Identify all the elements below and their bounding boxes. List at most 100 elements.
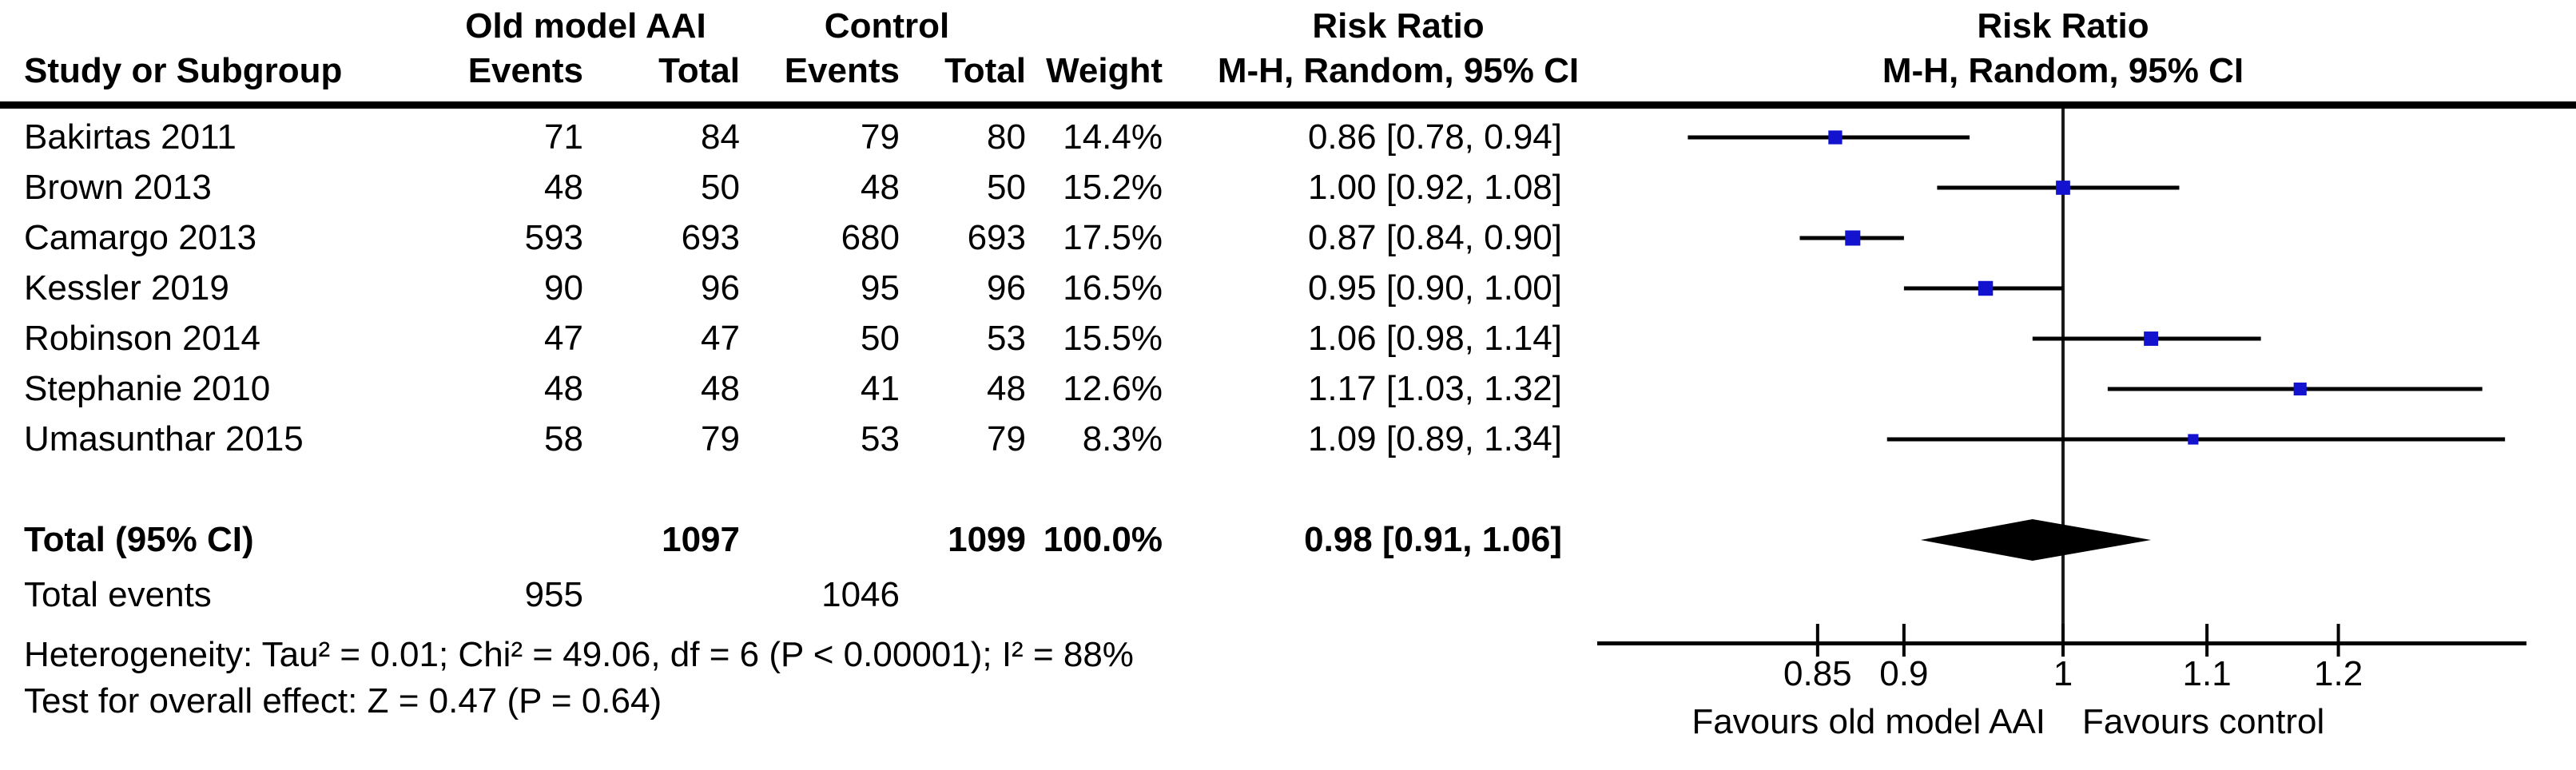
- total-experimental-column-header: Total: [658, 51, 740, 90]
- risk-ratio-text: 1.06 [0.98, 1.14]: [1307, 319, 1562, 358]
- total-control: 79: [987, 419, 1026, 458]
- risk-ratio-text: 1.09 [0.89, 1.34]: [1307, 419, 1562, 458]
- total-control: 53: [987, 319, 1026, 358]
- total-label: Total (95% CI): [24, 520, 254, 559]
- axis-tick: [2061, 624, 2065, 657]
- events-experimental: 90: [544, 268, 583, 308]
- weight: 17.5%: [1063, 218, 1163, 257]
- total-control-column-header: Total: [944, 51, 1026, 90]
- study-name: Umasunthar 2015: [24, 419, 304, 458]
- total-events-control: 1046: [821, 575, 900, 614]
- events-experimental: 593: [524, 218, 583, 257]
- axis-tick: [1815, 624, 1819, 657]
- total-experimental: 693: [681, 218, 740, 257]
- control-group-header: Control: [824, 6, 950, 46]
- total-weight: 100.0%: [1043, 520, 1163, 559]
- header-rule: [0, 101, 2576, 109]
- events-control: 53: [861, 419, 900, 458]
- group-header-row: Old model AAI Control Risk Ratio Risk Ra…: [0, 6, 2576, 46]
- total-risk-ratio-text: 0.98 [0.91, 1.06]: [1304, 520, 1562, 559]
- total-experimental-n: 1097: [662, 520, 740, 559]
- events-control: 50: [861, 319, 900, 358]
- effect-marker: [1845, 230, 1861, 246]
- total-events-label: Total events: [24, 575, 212, 614]
- tick-label: 1: [2053, 654, 2073, 693]
- risk-ratio-text: 0.86 [0.78, 0.94]: [1307, 117, 1562, 157]
- events-experimental-column-header: Events: [467, 51, 583, 90]
- total-row: Total (95% CI) 1097 1099 100.0% 0.98 [0.…: [0, 515, 2576, 565]
- effect-measure-header: Risk Ratio: [1312, 6, 1485, 46]
- effect-marker: [1828, 130, 1843, 145]
- events-experimental: 58: [544, 419, 583, 458]
- effect-marker: [2188, 434, 2199, 445]
- method-column-header: M-H, Random, 95% CI: [1217, 51, 1580, 90]
- study-column-header: Study or Subgroup: [24, 51, 343, 90]
- effect-marker: [2144, 331, 2159, 346]
- events-control: 680: [841, 218, 900, 257]
- events-control: 41: [861, 369, 900, 408]
- total-control: 50: [987, 168, 1026, 207]
- axis-tick: [1902, 624, 1906, 657]
- axis-tick: [2205, 624, 2209, 657]
- null-line: [2061, 109, 2065, 643]
- study-name: Stephanie 2010: [24, 369, 271, 408]
- table-row: Umasunthar 2015 58 79 53 79 8.3% 1.09 [0.89, 1…: [0, 415, 2576, 464]
- events-experimental: 71: [544, 117, 583, 157]
- study-name: Kessler 2019: [24, 268, 229, 308]
- weight: 15.2%: [1063, 168, 1163, 207]
- study-name: Robinson 2014: [24, 319, 261, 358]
- events-control: 95: [861, 268, 900, 308]
- weight: 12.6%: [1063, 369, 1163, 408]
- plot-method-column-header: M-H, Random, 95% CI: [1882, 51, 2244, 90]
- heterogeneity-text: Heterogeneity: Tau² = 0.01; Chi² = 49.06…: [24, 635, 1134, 674]
- tick-label: 0.85: [1783, 654, 1852, 693]
- risk-ratio-text: 0.87 [0.84, 0.90]: [1307, 218, 1562, 257]
- heterogeneity-row: Heterogeneity: Tau² = 0.01; Chi² = 49.06…: [0, 630, 2576, 680]
- events-control: 79: [861, 117, 900, 157]
- weight: 15.5%: [1063, 319, 1163, 358]
- total-events-experimental: 955: [524, 575, 583, 614]
- table-row: Robinson 2014 47 47 50 53 15.5% 1.06 [0.98, 1.…: [0, 314, 2576, 363]
- weight: 8.3%: [1082, 419, 1163, 458]
- events-experimental: 48: [544, 369, 583, 408]
- tick-label: 1.1: [2183, 654, 2232, 693]
- total-control: 48: [987, 369, 1026, 408]
- summary-diamond: [1920, 519, 2152, 561]
- risk-ratio-text: 1.17 [1.03, 1.32]: [1307, 369, 1562, 408]
- total-experimental: 96: [701, 268, 740, 308]
- total-events-row: Total events 955 1046: [0, 570, 2576, 620]
- total-control: 693: [967, 218, 1026, 257]
- table-row: Bakirtas 2011 71 84 79 80 14.4% 0.86 [0.78, 0.…: [0, 113, 2576, 162]
- events-experimental: 47: [544, 319, 583, 358]
- events-control-column-header: Events: [784, 51, 900, 90]
- tick-label: 1.2: [2314, 654, 2363, 693]
- total-control: 80: [987, 117, 1026, 157]
- overall-effect-text: Test for overall effect: Z = 0.47 (P = 0…: [24, 681, 662, 720]
- effect-marker: [2056, 181, 2070, 195]
- weight-column-header: Weight: [1046, 51, 1163, 90]
- effect-marker: [2293, 382, 2307, 396]
- total-experimental: 50: [701, 168, 740, 207]
- table-row: Stephanie 2010 48 48 41 48 12.6% 1.17 [1.03, 1…: [0, 364, 2576, 414]
- risk-ratio-text: 0.95 [0.90, 1.00]: [1307, 268, 1562, 308]
- total-experimental: 47: [701, 319, 740, 358]
- study-name: Bakirtas 2011: [24, 117, 237, 157]
- total-control-n: 1099: [948, 520, 1026, 559]
- effect-marker: [1978, 280, 1994, 296]
- column-header-row: Study or Subgroup Events Total Events To…: [0, 51, 2576, 91]
- weight: 14.4%: [1063, 117, 1163, 157]
- total-experimental: 84: [701, 117, 740, 157]
- overall-effect-row: Test for overall effect: Z = 0.47 (P = 0…: [0, 677, 2576, 726]
- total-experimental: 79: [701, 419, 740, 458]
- weight: 16.5%: [1063, 268, 1163, 308]
- tick-label: 0.9: [1879, 654, 1928, 693]
- experimental-group-header: Old model AAI: [465, 6, 706, 46]
- table-row: Kessler 2019 90 96 95 96 16.5% 0.95 [0.90, 1.0…: [0, 264, 2576, 313]
- total-experimental: 48: [701, 369, 740, 408]
- risk-ratio-text: 1.00 [0.92, 1.08]: [1307, 168, 1562, 207]
- events-experimental: 48: [544, 168, 583, 207]
- total-control: 96: [987, 268, 1026, 308]
- axis-tick: [2336, 624, 2340, 657]
